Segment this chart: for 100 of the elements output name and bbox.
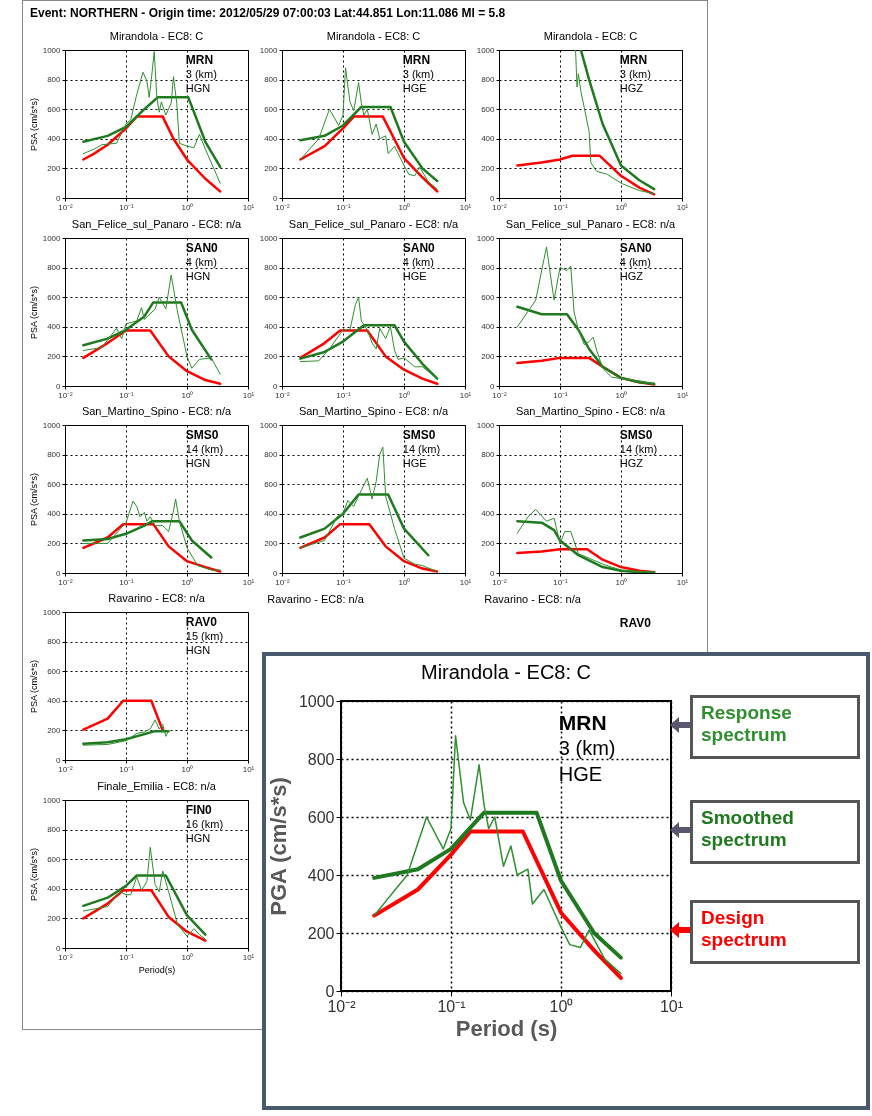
x-tick-label: 10⁻¹ [336,202,352,212]
annotation: SMS0 [185,428,219,442]
y-tick-label: 1000 [42,795,62,805]
y-tick-label: 600 [264,479,279,489]
x-tick-label: 10¹ [676,577,689,587]
y-axis-title: PSA (cm/s*s) [28,285,39,340]
y-tick-label: 1000 [298,692,335,710]
y-axis-title: PSA (cm/s*s) [28,659,39,714]
y-tick-label: 200 [481,163,496,173]
x-tick-label: 10¹ [242,764,255,774]
y-tick-label: 600 [47,292,62,302]
chart-title: San_Martino_Spino - EC8: n/a [515,405,666,417]
y-tick-label: 1000 [42,233,62,243]
chart-title: San_Martino_Spino - EC8: n/a [81,405,232,417]
y-tick-label: 600 [47,854,62,864]
x-tick-label: 10⁻¹ [553,577,569,587]
y-tick-label: 800 [264,450,279,460]
y-tick-label: 600 [47,104,62,114]
chart-title: San_Felice_sul_Panaro - EC8: n/a [505,218,677,230]
y-tick-label: 600 [47,666,62,676]
annotation: HGN [185,644,211,656]
annotation: 14 (km) [402,443,441,455]
y-tick-label: 400 [264,134,279,144]
y-tick-label: 600 [47,479,62,489]
x-tick-label: 10¹ [659,997,684,1015]
y-tick-label: 0 [56,568,62,578]
x-tick-label: 10⁻² [275,390,291,400]
x-tick-label: 10⁻² [58,764,74,774]
y-tick-label: 0 [490,381,496,391]
y-tick-label: 400 [481,134,496,144]
y-tick-label: 800 [47,450,62,460]
y-tick-label: 0 [56,381,62,391]
x-tick-label: 10⁻² [492,577,508,587]
annotation: SAN0 [402,241,436,255]
y-tick-label: 400 [481,322,496,332]
x-tick-label: 10⁻¹ [553,390,569,400]
x-tick-label: 10¹ [676,390,689,400]
y-tick-label: 800 [264,75,279,85]
x-tick-label: 10¹ [242,202,255,212]
x-tick-label: 10⁻¹ [553,202,569,212]
y-tick-label: 0 [273,193,279,203]
y-tick-label: 200 [481,538,496,548]
chart-title: Mirandola - EC8: C [326,30,421,42]
x-tick-label: 10⁻¹ [119,952,135,962]
x-tick-label: 10⁻² [58,202,74,212]
annotation: MRN [185,53,214,67]
x-tick-label: 10⁻² [327,997,357,1015]
x-tick-label: 10⁰ [549,997,574,1015]
y-tick-label: 400 [47,322,62,332]
x-axis-title: Period(s) [138,964,176,975]
y-tick-label: 600 [481,479,496,489]
chart-title: San_Felice_sul_Panaro - EC8: n/a [71,218,243,230]
x-tick-label: 10⁰ [398,390,411,400]
x-tick-label: 10⁰ [615,202,628,212]
y-tick-label: 600 [481,104,496,114]
x-tick-label: 10⁰ [181,390,194,400]
annotation: HGN [185,270,211,282]
annotation: RAV0 [185,615,218,629]
chart-title: Mirandola - EC8: C [109,30,204,42]
x-tick-label: 10⁻² [275,202,291,212]
y-tick-label: 200 [47,163,62,173]
x-tick-label: 10⁻² [492,202,508,212]
y-axis-title: PGA (cm/s*s) [265,777,291,916]
x-tick-label: 10⁻¹ [437,997,466,1015]
y-tick-label: 200 [307,924,335,942]
annotation: MRN [402,53,431,67]
y-tick-label: 1000 [42,607,62,617]
y-tick-label: 800 [307,750,335,768]
y-axis-title: PSA (cm/s*s) [28,97,39,152]
chart-title: Ravarino - EC8: n/a [108,592,206,604]
x-tick-label: 10⁰ [181,202,194,212]
annotation: 4 (km) [619,256,651,268]
annotation: HGN [185,457,211,469]
y-tick-label: 200 [264,538,279,548]
chart-title: San_Felice_sul_Panaro - EC8: n/a [288,218,460,230]
text: Ravarino - EC8: n/a [484,593,582,605]
y-tick-label: 0 [56,193,62,203]
x-tick-label: 10⁻¹ [336,390,352,400]
y-tick-label: 800 [47,637,62,647]
x-tick-label: 10⁻² [58,952,74,962]
y-tick-label: 1000 [42,420,62,430]
y-tick-label: 400 [47,696,62,706]
text: RAV0 [619,616,652,630]
annotation: 3 (km) [558,737,616,759]
y-tick-label: 800 [481,263,496,273]
annotation: 4 (km) [185,256,217,268]
annotation: HGE [402,270,427,282]
x-tick-label: 10⁰ [615,577,628,587]
x-tick-label: 10¹ [676,202,689,212]
y-tick-label: 800 [264,263,279,273]
x-tick-label: 10¹ [459,390,472,400]
chart-title: Mirandola - EC8: C [420,661,592,683]
annotation: 16 (km) [185,818,224,830]
chart-title: Finale_Emilia - EC8: n/a [97,780,217,792]
y-tick-label: 1000 [259,45,279,55]
chart-title: San_Martino_Spino - EC8: n/a [298,405,449,417]
y-tick-label: 1000 [476,420,496,430]
annotation: 14 (km) [619,443,658,455]
annotation: 14 (km) [185,443,224,455]
annotation: HGZ [619,270,644,282]
